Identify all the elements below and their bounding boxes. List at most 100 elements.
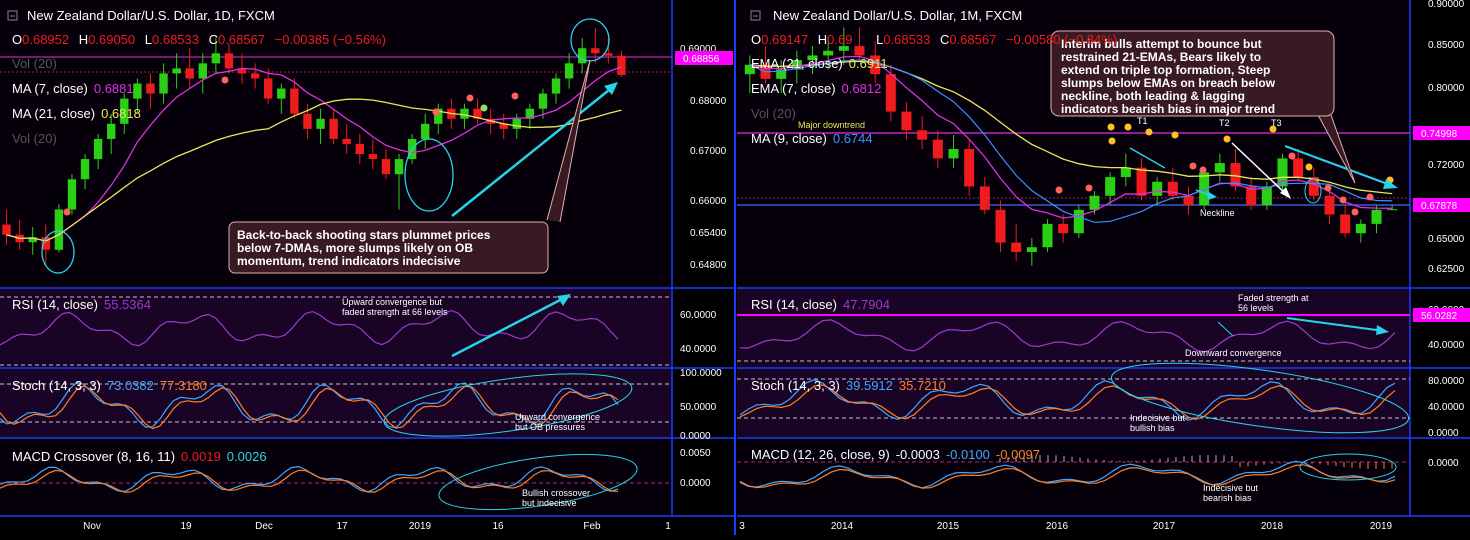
candle-body — [744, 64, 755, 75]
right-ohlc: O0.69147 H0.69 L0.68533 C0.68567 −0.0058… — [751, 32, 1117, 47]
candle-body — [578, 48, 587, 64]
candle-body — [499, 123, 508, 129]
candle-body — [838, 46, 849, 51]
left-rsi-line — [0, 309, 619, 347]
right-callout-line-4: slumps below EMAs on breach below — [1061, 76, 1276, 90]
left-macd-note-1: Bullish crossover — [522, 488, 590, 498]
right-rsi-tag: 56.0282 — [1421, 311, 1458, 322]
candle-body — [159, 73, 168, 94]
right-rsi-pane — [737, 289, 1410, 367]
x-tick-label: 2017 — [1153, 521, 1176, 532]
right-callout-line-3: extend on triple top formation, Steep — [1061, 63, 1270, 77]
right-price-tag-bottom: 0.67878 — [1421, 201, 1458, 212]
svg-text:0.0050: 0.0050 — [680, 448, 711, 459]
right-macd-line — [739, 460, 1396, 489]
left-x-axis: Nov 19 Dec 17 2019 16 Feb 1 — [83, 521, 671, 532]
right-macd-note-2: bearish bias — [1203, 493, 1252, 503]
candle-body — [1371, 209, 1382, 224]
left-stoch-note-1: Upward convergence — [515, 412, 600, 422]
svg-text:0.62500: 0.62500 — [1428, 264, 1465, 275]
candle-body — [146, 83, 155, 94]
left-stoch-pane — [0, 369, 672, 437]
right-x-axis: 3 2014 2015 2016 2017 2018 2019 — [739, 521, 1392, 532]
x-tick-label: 2019 — [1370, 521, 1393, 532]
svg-text:100.0000: 100.0000 — [680, 368, 722, 379]
candle-body — [67, 179, 77, 210]
candle-body — [512, 118, 521, 129]
candle-body — [604, 53, 613, 56]
left-ma21-line — [6, 98, 622, 242]
candle-body — [120, 98, 129, 124]
svg-text:0.64800: 0.64800 — [690, 260, 727, 271]
candle-body — [1152, 181, 1163, 196]
candle-body — [93, 138, 103, 160]
candle-body — [368, 154, 378, 160]
right-stoch-legend: Stoch (14, 3, 3) 39.5912 35.7210 — [751, 378, 946, 393]
svg-text:40.0000: 40.0000 — [680, 344, 717, 355]
candle-body — [538, 93, 548, 109]
right-chart: T1 T2 T3 Neckline Major downtrend Interi… — [737, 0, 1470, 532]
candle-body — [133, 83, 142, 99]
svg-text:60.0000: 60.0000 — [680, 310, 717, 321]
left-callout: Back-to-back shooting stars plummet pric… — [228, 59, 591, 274]
x-tick-label: 17 — [336, 521, 348, 532]
left-rsi-arrow — [451, 295, 567, 358]
right-t2-label: T2 — [1219, 118, 1230, 128]
left-signal-line — [0, 469, 619, 493]
right-rsi-line — [739, 319, 1396, 353]
left-ma7-line — [6, 66, 622, 242]
svg-text:0.0000: 0.0000 — [1428, 458, 1459, 469]
candle-body — [250, 73, 260, 79]
left-rsi-legend: RSI (14, close) 55.5364 — [12, 297, 151, 312]
candle-body — [979, 186, 990, 210]
right-ma9-legend: MA (9, close) 0.6744 — [751, 131, 873, 146]
right-ma9-line — [749, 59, 1393, 223]
candle-body — [107, 123, 116, 139]
right-rsi-note-2: 56 levels — [1238, 303, 1274, 313]
candle-body — [316, 118, 325, 129]
left-trend-arrowhead — [604, 82, 618, 95]
candle-body — [1324, 195, 1335, 215]
candle-body — [460, 108, 469, 119]
candle-body — [172, 68, 181, 74]
svg-text:50.0000: 50.0000 — [680, 402, 717, 413]
x-tick-label: 2015 — [937, 521, 960, 532]
x-tick-label: 19 — [180, 521, 192, 532]
candle-body — [564, 63, 574, 79]
svg-text:0.90000: 0.90000 — [1428, 0, 1465, 10]
left-rsi-pane — [0, 289, 672, 367]
candle-body — [54, 209, 64, 250]
left-stoch-circle — [383, 373, 633, 437]
left-rsi-note-1: Upward convergence but — [342, 297, 443, 307]
candle-body — [807, 55, 818, 61]
candle-body — [224, 53, 234, 69]
svg-text:0.66000: 0.66000 — [690, 196, 727, 207]
candle-body — [1073, 209, 1084, 234]
svg-text:0.65000: 0.65000 — [1428, 234, 1465, 245]
candle-body — [948, 149, 959, 159]
x-tick-label: 2019 — [409, 521, 432, 532]
left-ohlc: O0.68952 H0.69050 L0.68533 C0.68567 −0.0… — [12, 32, 386, 47]
candle-body — [1308, 177, 1319, 196]
left-stoch-note-2: but OB pressures — [515, 422, 586, 432]
right-callout: Interim bulls attempt to bounce but rest… — [1050, 30, 1356, 184]
candle-body — [28, 237, 37, 243]
left-circle-bottom-nov — [41, 230, 75, 274]
candle-body — [870, 55, 881, 75]
candle-body — [591, 48, 600, 54]
x-tick-label: 3 — [739, 521, 745, 532]
right-title: New Zealand Dollar/U.S. Dollar, 1M, FXCM — [773, 8, 1022, 23]
candle-body — [1387, 209, 1398, 211]
candle-body — [237, 68, 247, 74]
candle-body — [1340, 214, 1351, 234]
left-ma7-legend: MA (7, close) 0.6881 — [12, 81, 134, 96]
left-stoch-d-line — [0, 385, 619, 430]
candle-body — [1011, 242, 1022, 252]
svg-text:0.0000: 0.0000 — [680, 431, 711, 442]
candle-body — [198, 63, 207, 79]
left-candles — [2, 28, 626, 265]
candle-body — [1261, 186, 1272, 206]
right-macd-circle — [1299, 453, 1397, 481]
candle-body — [1230, 163, 1241, 187]
right-price-axis: 0.90000 0.85000 0.80000 0.74998 0.72000 … — [1413, 0, 1470, 469]
